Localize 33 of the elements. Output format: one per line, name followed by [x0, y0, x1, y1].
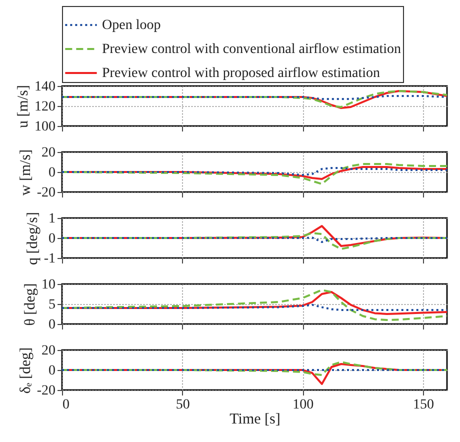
legend-label: Preview control with proposed airflow estimation	[102, 66, 380, 81]
line-series	[62, 232, 447, 250]
y-axis-title: θ [deg]	[22, 283, 38, 326]
y-tick-label: 0	[48, 166, 56, 180]
line-series	[62, 167, 447, 176]
y-tick-label: 100	[34, 120, 56, 134]
y-tick-label: 0	[48, 364, 56, 378]
x-tick-label: 100	[292, 398, 314, 412]
y-tick-label: 20	[42, 344, 56, 358]
legend-label: Preview control with conventional airflow estimation	[102, 42, 401, 57]
y-axis-title: δₑ [deg]	[18, 347, 34, 394]
y-tick-label: 140	[34, 80, 56, 94]
y-tick-label: -20	[36, 384, 56, 398]
y-tick-label: 20	[42, 146, 56, 160]
line-series	[62, 289, 447, 321]
x-axis-title: Time [s]	[230, 412, 280, 428]
x-tick-label: 0	[62, 398, 70, 412]
y-tick-label: -20	[36, 186, 56, 200]
y-tick-label: 5	[48, 298, 56, 312]
y-tick-label: 120	[34, 100, 56, 114]
y-tick-label: 0	[48, 232, 56, 246]
line-series	[62, 361, 447, 376]
y-tick-label: 10	[42, 278, 56, 292]
y-tick-label: 0	[48, 318, 56, 332]
x-tick-label: 50	[176, 398, 190, 412]
y-axis-title: w [m/s]	[18, 149, 34, 196]
line-series	[62, 163, 447, 185]
x-tick-label: 150	[412, 398, 434, 412]
y-axis-title: q [deg/s]	[24, 212, 41, 265]
y-tick-label: 1	[48, 212, 56, 226]
y-axis-title: u [m/s]	[16, 85, 32, 128]
y-tick-label: -1	[44, 252, 56, 266]
legend-label: Open loop	[102, 18, 161, 33]
